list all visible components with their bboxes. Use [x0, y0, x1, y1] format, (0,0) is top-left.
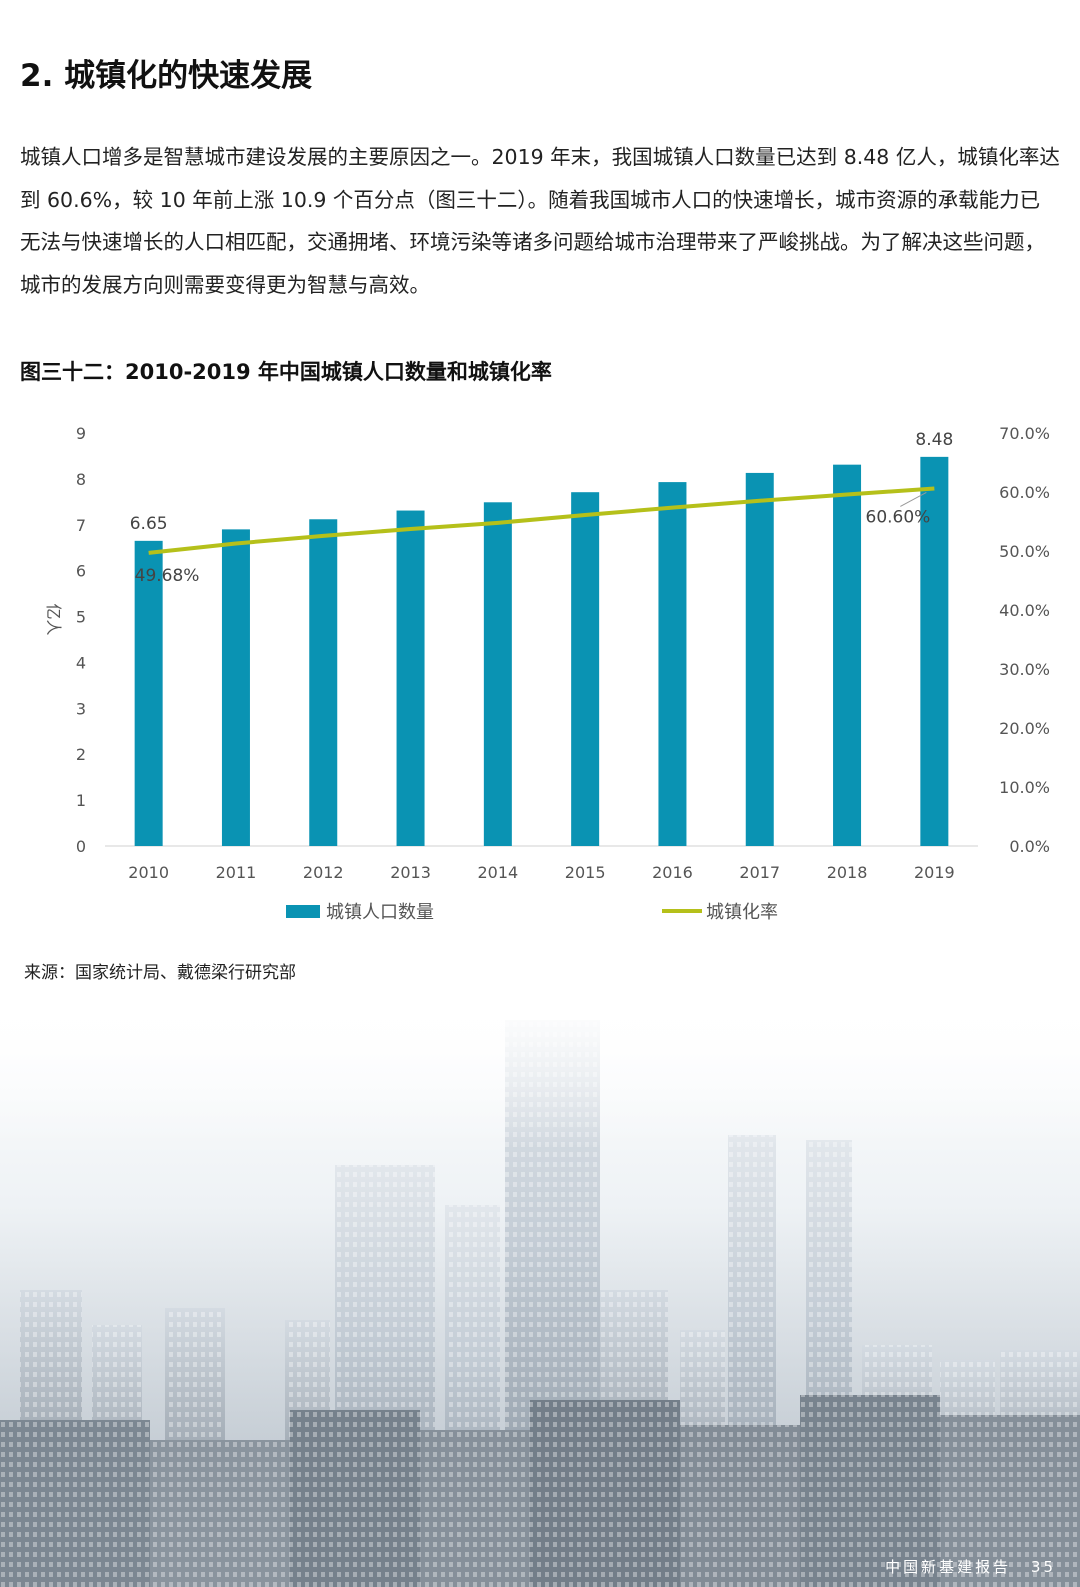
x-tick-label: 2019: [914, 863, 955, 882]
bar: [221, 529, 250, 846]
x-tick-label: 2010: [128, 863, 169, 882]
data-labels: 6.65 8.48 49.68% 60.60%: [130, 430, 954, 586]
bar: [571, 492, 600, 846]
legend-swatch-bar: [286, 905, 320, 918]
left-tick-label: 1: [76, 791, 86, 810]
bar: [396, 510, 425, 846]
legend-label-bar: 城镇人口数量: [326, 902, 434, 923]
left-tick-label: 3: [76, 699, 86, 718]
x-tick-label: 2017: [739, 863, 780, 882]
x-tick-label: 2011: [216, 863, 257, 882]
right-axis: 0.0% 10.0% 20.0% 30.0% 40.0% 50.0% 60.0% 70.0%: [999, 424, 1050, 856]
right-tick-label: 60.0%: [999, 483, 1050, 502]
x-tick-label: 2014: [477, 863, 518, 882]
bar: [833, 464, 862, 846]
bar: [483, 502, 512, 846]
bar: [745, 472, 774, 846]
left-tick-label: 8: [76, 470, 86, 489]
figure-title: 图三十二：2010-2019 年中国城镇人口数量和城镇化率: [20, 360, 552, 384]
page-number: 35: [1030, 1558, 1056, 1576]
left-tick-label: 5: [76, 608, 86, 627]
right-tick-label: 0.0%: [1009, 837, 1050, 856]
line-series: [148, 486, 935, 555]
right-tick-label: 70.0%: [999, 424, 1050, 443]
x-tick-label: 2018: [827, 863, 868, 882]
left-tick-label: 4: [76, 653, 86, 672]
bar: [920, 456, 949, 846]
legend: 城镇人口数量 城镇化率: [286, 902, 778, 923]
x-tick-label: 2016: [652, 863, 693, 882]
rate-line: [148, 486, 935, 555]
right-tick-label: 20.0%: [999, 719, 1050, 738]
legend-label-line: 城镇化率: [706, 902, 778, 923]
bar-label-last: 8.48: [915, 430, 953, 450]
body-paragraph: 城镇人口增多是智慧城市建设发展的主要原因之一。2019 年末，我国城镇人口数量已…: [20, 145, 1060, 297]
city-skyline-image: [0, 1000, 1080, 1587]
bar: [309, 519, 338, 846]
report-name: 中国新基建报告: [885, 1558, 1012, 1576]
chart: 0 1 2 3 4 5 6 7 8 9 亿人 0.0% 10.0% 20.0% 30.0% 40.0% 50.…: [44, 424, 1050, 923]
right-tick-label: 40.0%: [999, 601, 1050, 620]
bar: [658, 482, 687, 846]
left-tick-label: 6: [76, 562, 86, 581]
page-footer: 中国新基建报告 35: [873, 1556, 1056, 1577]
left-axis: 0 1 2 3 4 5 6 7 8 9 亿人: [44, 424, 86, 856]
bar-series: [134, 456, 949, 846]
left-tick-label: 2: [76, 745, 86, 764]
left-tick-label: 9: [76, 424, 86, 443]
section-title: 2. 城镇化的快速发展: [20, 58, 313, 94]
left-tick-label: 0: [76, 837, 86, 856]
right-tick-label: 10.0%: [999, 778, 1050, 797]
line-label-leader: [900, 492, 927, 507]
x-axis: 2010 2011 2012 2013 2014 2015 2016 2017 2018 2019: [105, 845, 978, 882]
line-label-first: 49.68%: [135, 566, 200, 586]
y-axis-label: 亿人: [44, 603, 63, 635]
left-tick-label: 7: [76, 516, 86, 535]
right-tick-label: 50.0%: [999, 542, 1050, 561]
line-label-last: 60.60%: [866, 507, 931, 527]
x-tick-label: 2013: [390, 863, 431, 882]
x-tick-label: 2015: [565, 863, 606, 882]
bar: [134, 540, 163, 846]
right-tick-label: 30.0%: [999, 660, 1050, 679]
x-tick-label: 2012: [303, 863, 344, 882]
source-note: 来源：国家统计局、戴德梁行研究部: [24, 963, 296, 983]
bar-label-first: 6.65: [130, 514, 168, 534]
